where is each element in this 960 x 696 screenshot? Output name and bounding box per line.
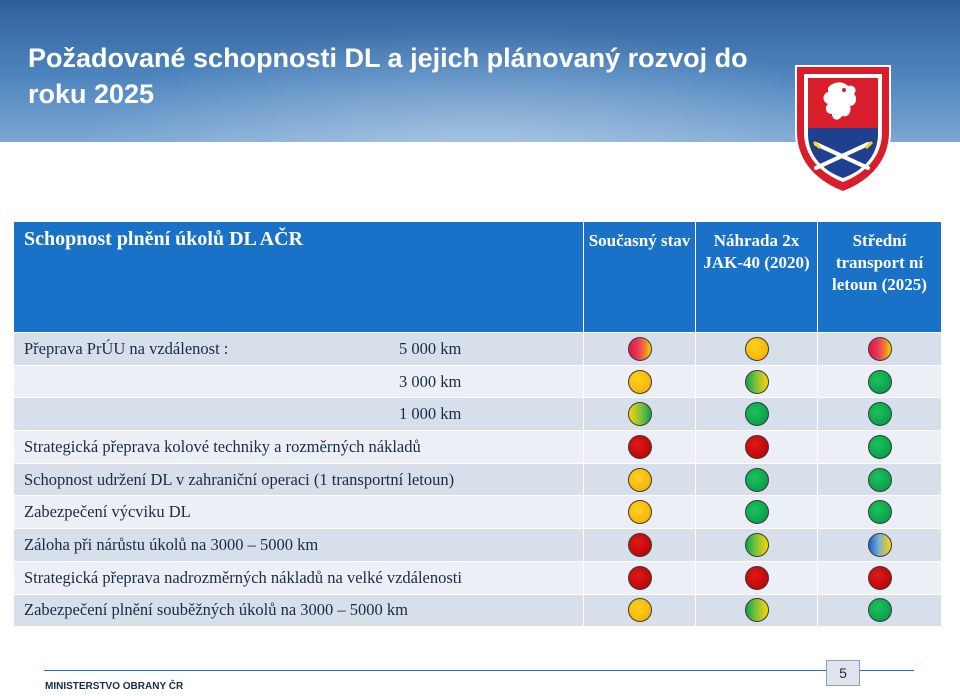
status-light-icon: [867, 467, 892, 492]
status-light-icon: [867, 402, 892, 427]
slide-title: Požadované schopnosti DL a jejich plánov…: [28, 43, 748, 109]
status-cell: [583, 397, 696, 432]
row-label-cell: 3 000 km: [13, 364, 584, 399]
row-label: Strategická přeprava nadrozměrných nákla…: [24, 567, 462, 587]
status-cell: [695, 495, 818, 530]
row-label: Schopnost udržení DL v zahraniční operac…: [24, 469, 455, 489]
status-cell: [695, 332, 818, 366]
table-row: 1 000 km: [13, 397, 942, 432]
army-emblem-icon: [795, 65, 891, 194]
row-distance: 3 000 km: [399, 371, 462, 391]
status-light-icon: [627, 434, 652, 459]
status-light-icon: [744, 434, 769, 459]
status-light-icon: [744, 500, 769, 525]
page-number: 5: [826, 660, 860, 686]
table-row: Strategická přeprava kolové techniky a r…: [13, 430, 942, 464]
row-label: Přeprava PrÚU na vzdálenost :: [24, 338, 229, 358]
row-label: Zabezpečení výcviku DL: [24, 502, 191, 522]
capability-table: Schopnost plnění úkolů DL AČR Současný s…: [13, 221, 942, 628]
row-label-cell: Záloha při nárůstu úkolů na 3000 – 5000 …: [13, 528, 584, 562]
status-cell: [695, 364, 818, 399]
row-distance: 1 000 km: [399, 404, 462, 424]
status-cell: [817, 430, 942, 464]
status-cell: [817, 495, 942, 530]
header-current-state: Současný stav: [583, 221, 696, 333]
status-cell: [817, 462, 942, 497]
status-cell: [695, 462, 818, 497]
status-cell: [583, 332, 696, 366]
status-cell: [817, 397, 942, 432]
status-light-icon: [744, 336, 769, 361]
status-light-icon: [867, 565, 892, 590]
row-label: Záloha při nárůstu úkolů na 3000 – 5000 …: [24, 534, 319, 554]
status-light-icon: [867, 336, 892, 361]
status-cell: [695, 430, 818, 464]
header-capability: Schopnost plnění úkolů DL AČR: [13, 221, 584, 333]
footer-divider: [44, 670, 914, 671]
row-label-cell: Zabezpečení plnění souběžných úkolů na 3…: [13, 593, 584, 628]
status-cell: [817, 332, 942, 366]
table-row: Strategická přeprava nadrozměrných nákla…: [13, 560, 942, 595]
status-cell: [695, 528, 818, 562]
table-row: Přeprava PrÚU na vzdálenost : 5 000 km: [13, 332, 942, 366]
header-medium-transport: Střední transport ní letoun (2025): [817, 221, 942, 333]
row-label-cell: Zabezpečení výcviku DL: [13, 495, 584, 530]
status-cell: [583, 430, 696, 464]
status-light-icon: [744, 565, 769, 590]
status-light-icon: [867, 598, 892, 623]
status-light-icon: [867, 532, 892, 557]
row-label-cell: Strategická přeprava nadrozměrných nákla…: [13, 560, 584, 595]
table-row: Zabezpečení plnění souběžných úkolů na 3…: [13, 593, 942, 628]
status-light-icon: [627, 336, 652, 361]
status-light-icon: [867, 500, 892, 525]
status-light-icon: [744, 532, 769, 557]
table-row: 3 000 km: [13, 364, 942, 399]
row-label-cell: Schopnost udržení DL v zahraniční operac…: [13, 462, 584, 497]
status-light-icon: [627, 532, 652, 557]
status-light-icon: [627, 369, 652, 394]
status-light-icon: [744, 369, 769, 394]
status-light-icon: [867, 369, 892, 394]
row-distance: 5 000 km: [399, 339, 462, 358]
status-light-icon: [627, 500, 652, 525]
status-light-icon: [627, 402, 652, 427]
status-light-icon: [627, 598, 652, 623]
footer-ministry: MINISTERSTVO OBRANY ČR: [45, 681, 184, 692]
status-light-icon: [744, 598, 769, 623]
status-cell: [695, 397, 818, 432]
status-cell: [817, 364, 942, 399]
row-label: Strategická přeprava kolové techniky a r…: [24, 436, 421, 456]
status-cell: [817, 593, 942, 628]
status-light-icon: [627, 565, 652, 590]
status-light-icon: [744, 467, 769, 492]
status-cell: [695, 593, 818, 628]
status-cell: [583, 528, 696, 562]
status-cell: [583, 593, 696, 628]
row-label-cell: 1 000 km: [13, 397, 584, 432]
status-light-icon: [627, 467, 652, 492]
row-label-cell: Strategická přeprava kolové techniky a r…: [13, 430, 584, 464]
table-row: Záloha při nárůstu úkolů na 3000 – 5000 …: [13, 528, 942, 562]
status-light-icon: [744, 402, 769, 427]
table-row: Schopnost udržení DL v zahraniční operac…: [13, 462, 942, 497]
header-jak40-replacement: Náhrada 2x JAK-40 (2020): [695, 221, 818, 333]
status-cell: [583, 364, 696, 399]
status-light-icon: [867, 434, 892, 459]
status-cell: [695, 560, 818, 595]
status-cell: [583, 462, 696, 497]
status-cell: [583, 560, 696, 595]
status-cell: [583, 495, 696, 530]
status-cell: [817, 528, 942, 562]
row-label-cell: Přeprava PrÚU na vzdálenost : 5 000 km: [13, 332, 584, 366]
status-cell: [817, 560, 942, 595]
row-label: Zabezpečení plnění souběžných úkolů na 3…: [24, 600, 408, 620]
table-row: Zabezpečení výcviku DL: [13, 495, 942, 530]
